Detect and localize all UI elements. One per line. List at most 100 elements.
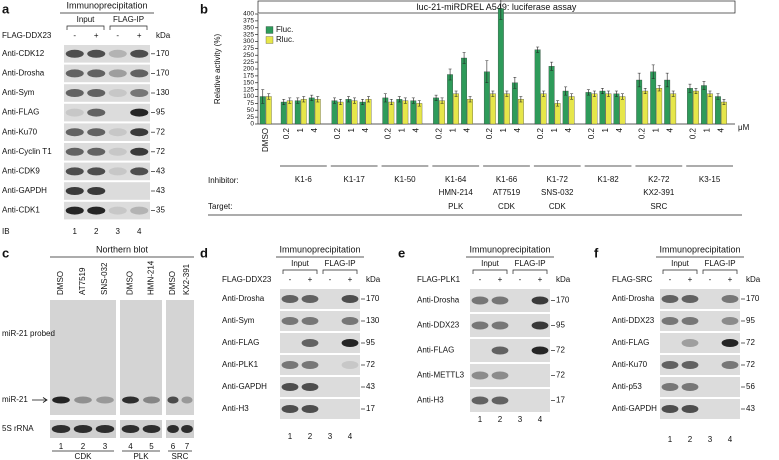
x-tick-label: 0.2 xyxy=(333,127,342,139)
condition-sign: - xyxy=(289,275,292,284)
band xyxy=(681,405,699,413)
band xyxy=(471,371,489,380)
bar xyxy=(331,100,338,125)
condition-sign: + xyxy=(688,275,693,284)
error-bar xyxy=(462,52,466,64)
band xyxy=(281,361,299,369)
drug-label: AT7519 xyxy=(493,188,521,197)
error-bar xyxy=(570,93,574,100)
group-label: CDK xyxy=(75,452,93,460)
error-bar xyxy=(491,90,495,97)
panel-label: d xyxy=(200,245,208,260)
target-name: PLK xyxy=(448,202,464,211)
chart-title: luc-21-miRDREL A549: luciferase assay xyxy=(417,2,577,12)
y-tick-label: 350 xyxy=(243,24,254,31)
band xyxy=(531,321,549,330)
error-bar xyxy=(353,97,357,104)
y-tick-label: 25 xyxy=(247,114,255,121)
band xyxy=(87,69,106,78)
condition-sign: - xyxy=(519,275,522,284)
y-axis-title: Relative activity (%) xyxy=(213,34,222,105)
bar xyxy=(489,93,496,125)
blot-strip xyxy=(64,201,150,220)
error-bar xyxy=(586,89,590,96)
lane-label: SNS-032 xyxy=(100,262,109,295)
lane-label: KX2-391 xyxy=(182,263,191,295)
x-tick-label: 1 xyxy=(347,127,356,132)
kda-label: 130 xyxy=(156,88,170,97)
band xyxy=(721,317,739,325)
blot-strip xyxy=(660,399,740,419)
error-bar xyxy=(657,85,661,92)
band xyxy=(661,405,679,413)
bar xyxy=(396,99,403,125)
kda-label: 72 xyxy=(156,127,165,136)
group-label: Input xyxy=(671,259,690,268)
y-tick-label: 125 xyxy=(243,86,254,93)
group-label: K3-15 xyxy=(699,175,721,184)
condition-sign: - xyxy=(479,275,482,284)
panel-label: f xyxy=(594,245,599,260)
band xyxy=(65,89,84,97)
bar xyxy=(286,100,293,125)
group-bracket xyxy=(109,25,148,30)
error-bar xyxy=(716,93,720,100)
x-tick-label: 4 xyxy=(716,127,725,132)
lane-number: 4 xyxy=(728,435,733,444)
row-label: Anti-Drosha xyxy=(222,294,265,303)
blot-strip xyxy=(64,103,150,122)
y-tick-label: 150 xyxy=(243,79,254,86)
bar xyxy=(314,99,321,125)
band xyxy=(95,425,115,433)
row-label: Anti-Sym xyxy=(222,316,255,325)
band xyxy=(281,405,299,413)
error-bar xyxy=(454,90,458,97)
band xyxy=(108,69,127,78)
bar xyxy=(693,90,699,125)
group-label: K1-64 xyxy=(445,175,467,184)
condition-sign: + xyxy=(498,275,503,284)
unit-label: kDa xyxy=(366,275,381,284)
lane-number: 3 xyxy=(103,442,108,451)
condition-sign: - xyxy=(329,275,332,284)
y-tick-label: 250 xyxy=(243,52,254,59)
blot-image xyxy=(120,420,162,438)
kda-label: 72 xyxy=(556,371,565,380)
group-label: Input xyxy=(77,15,96,24)
condition-sign: - xyxy=(116,31,119,40)
drug-label: HMN-214 xyxy=(439,188,474,197)
group-label: Input xyxy=(291,259,310,268)
kda-label: 170 xyxy=(156,49,170,58)
bar xyxy=(359,101,366,125)
group-label: K1-82 xyxy=(597,175,619,184)
lane-number: 4 xyxy=(348,432,353,441)
error-bar xyxy=(536,46,540,53)
bar xyxy=(308,97,315,125)
bar xyxy=(294,100,301,125)
band xyxy=(108,206,127,215)
x-tick-label: 4 xyxy=(310,127,319,132)
kda-label: 43 xyxy=(156,186,165,195)
row-label: Anti-DDX23 xyxy=(417,321,460,330)
error-bar xyxy=(542,90,546,97)
kda-label: 170 xyxy=(556,296,570,305)
error-bar xyxy=(505,90,509,97)
condition-sign: + xyxy=(348,275,353,284)
kda-label: 35 xyxy=(156,206,165,215)
title-box xyxy=(257,0,736,14)
bar xyxy=(402,100,409,125)
band xyxy=(681,339,699,347)
row-label: Anti-METTL3 xyxy=(417,371,465,380)
kda-label: 72 xyxy=(746,360,755,369)
band xyxy=(87,206,106,215)
group-bracket xyxy=(472,269,508,274)
blot-image xyxy=(166,420,194,438)
y-tick-label: 400 xyxy=(243,11,254,18)
band xyxy=(491,371,509,380)
target-label: Target: xyxy=(208,202,232,211)
kda-label: 43 xyxy=(366,382,375,391)
lane-number: 1 xyxy=(288,432,293,441)
group-label: K1-6 xyxy=(295,175,312,184)
error-bar xyxy=(411,97,415,104)
